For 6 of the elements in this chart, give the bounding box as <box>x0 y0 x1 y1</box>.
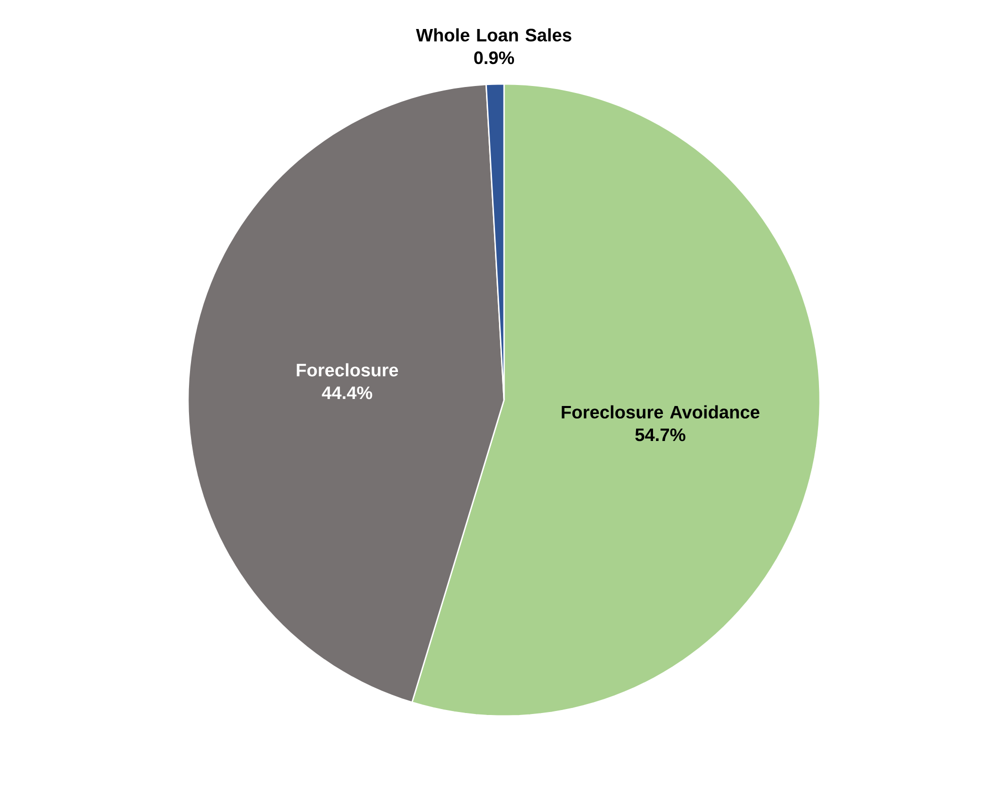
data-label: 0.9% <box>474 51 514 64</box>
data-label: 44.4% <box>322 386 372 400</box>
slice-label: Foreclosure Avoidance <box>562 405 760 419</box>
data-label: 54.7% <box>635 428 686 442</box>
slice-label: Foreclosure <box>296 363 398 376</box>
slice-label: Whole Loan Sales <box>416 28 572 42</box>
